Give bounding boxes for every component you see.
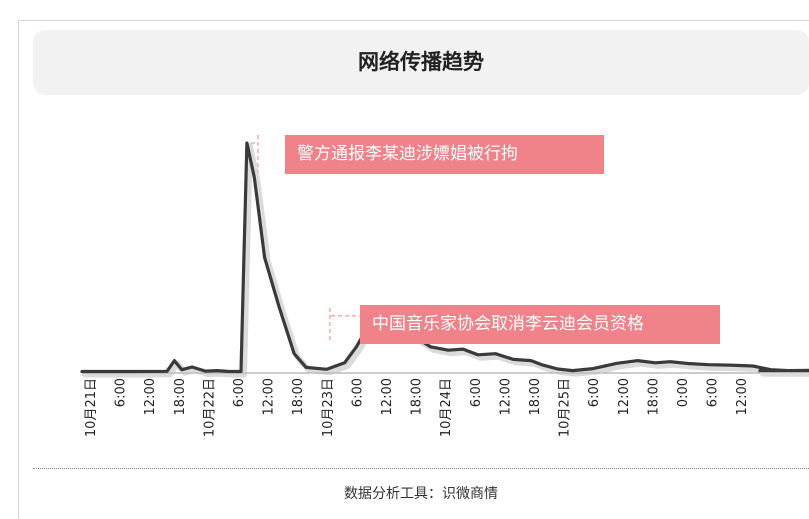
x-tick-label: 10月25日 xyxy=(558,378,573,437)
x-tick-label: 12:00 xyxy=(380,378,395,415)
x-tick-label: 18:00 xyxy=(173,378,188,415)
x-tick-label: 10月23日 xyxy=(321,378,336,437)
x-tick-labels: 10月21日 6:00 12:00 18:00 10月22日 6:00 12:00 18:00… xyxy=(84,378,750,437)
annotation-callout-2: 中国音乐家协会取消李云迪会员资格 xyxy=(360,305,720,344)
footer-source: 数据分析工具：识微商情 xyxy=(344,486,498,502)
x-tick-label: 10月22日 xyxy=(202,378,217,437)
title-background xyxy=(33,30,809,95)
x-tick-label: 6:00 xyxy=(232,378,247,407)
x-tick-label: 6:00 xyxy=(114,378,129,407)
chart-frame xyxy=(18,20,809,519)
x-tick-label: 18:00 xyxy=(528,378,543,415)
x-tick-label: 6:00 xyxy=(469,378,484,407)
chart-title: 网络传播趋势 xyxy=(358,50,484,74)
x-tick-label: 12:00 xyxy=(617,378,632,415)
x-tick-label: 18:00 xyxy=(291,378,306,415)
x-tick-label: 6:00 xyxy=(706,378,721,407)
x-tick-label: 10月24日 xyxy=(439,378,454,437)
x-tick-label: 12:00 xyxy=(735,378,750,415)
x-tick-label: 6:00 xyxy=(587,378,602,407)
x-tick-label: 0:00 xyxy=(676,378,691,407)
x-tick-label: 12:00 xyxy=(498,378,513,415)
x-tick-label: 18:00 xyxy=(410,378,425,415)
x-tick-label: 12:00 xyxy=(143,378,158,415)
x-tick-label: 18:00 xyxy=(646,378,661,415)
annotation-callout-1: 警方通报李某迪涉嫖娼被行拘 xyxy=(285,135,604,174)
x-tick-label: 10月21日 xyxy=(84,378,99,437)
x-tick-label: 12:00 xyxy=(262,378,277,415)
series-layer xyxy=(80,141,809,378)
series-line-0 xyxy=(80,141,809,374)
footer-divider xyxy=(33,468,809,469)
series-line-shadow xyxy=(82,143,809,378)
x-tick-label: 6:00 xyxy=(350,378,365,407)
